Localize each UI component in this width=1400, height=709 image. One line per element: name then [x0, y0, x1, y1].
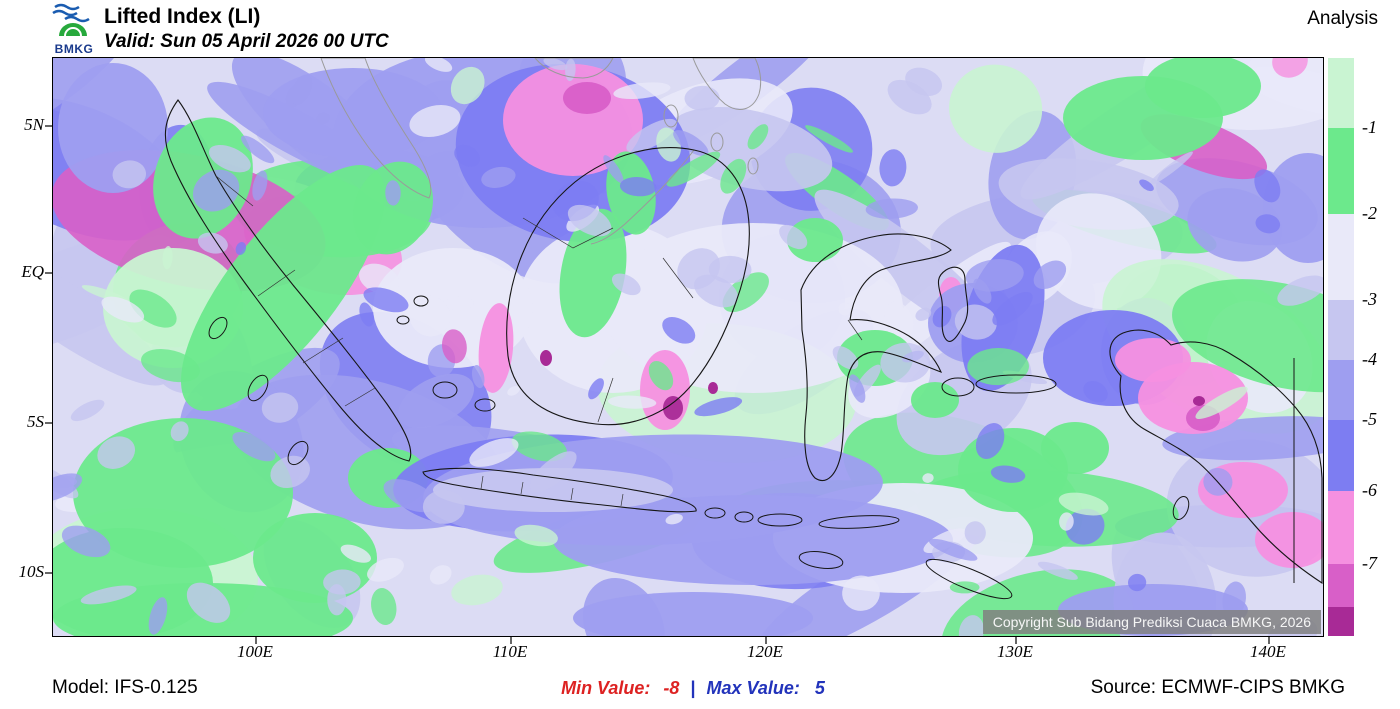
colorbar-label: -6	[1362, 480, 1377, 500]
divider: |	[690, 678, 696, 698]
colorbar-segment	[1328, 58, 1354, 128]
colorbar-segment	[1328, 128, 1354, 214]
min-max-summary: Min Value: -8 | Max Value: 5	[561, 678, 825, 699]
lon-label: 110E	[492, 642, 528, 661]
colorbar-segment	[1328, 214, 1354, 300]
colorbar-label: -4	[1362, 349, 1377, 369]
model-label: Model: IFS-0.125	[52, 677, 198, 698]
page-title: Lifted Index (LI)	[104, 5, 261, 28]
lat-label: EQ	[21, 262, 44, 281]
max-value: 5	[814, 678, 825, 698]
colorbar-label: -7	[1362, 553, 1377, 573]
valid-datetime: Valid: Sun 05 April 2026 00 UTC	[104, 31, 389, 52]
lon-label: 130E	[997, 642, 1033, 661]
lat-label: 5N	[24, 115, 44, 134]
colorbar-label: -3	[1362, 289, 1377, 309]
logo-text: BMKG	[54, 42, 94, 56]
colorbar-label: -2	[1362, 203, 1377, 223]
colorbar-label: -5	[1362, 409, 1377, 429]
colorbar	[1328, 58, 1354, 636]
colorbar-segment	[1328, 564, 1354, 607]
analysis-label: Analysis	[1307, 8, 1378, 29]
colorbar-label: -1	[1362, 117, 1377, 137]
lon-label: 120E	[747, 642, 783, 661]
colorbar-segment	[1328, 360, 1354, 420]
map-frame: Copyright Sub Bidang Prediksi Cuaca BMKG…	[45, 57, 1324, 644]
source-label: Source: ECMWF-CIPS BMKG	[1090, 677, 1345, 698]
lat-label: 10S	[18, 562, 45, 581]
bmkg-logo: BMKG	[46, 2, 102, 55]
max-label: Max Value:	[706, 678, 800, 698]
colorbar-segment	[1328, 420, 1354, 491]
colorbar-segment	[1328, 607, 1354, 636]
lat-label: 5S	[27, 412, 44, 431]
lon-label: 140E	[1250, 642, 1286, 661]
colorbar-segment	[1328, 491, 1354, 564]
logo-waves-icon	[51, 3, 97, 42]
min-value: -8	[663, 678, 680, 698]
map-svg	[45, 58, 1323, 644]
copyright-badge: Copyright Sub Bidang Prediksi Cuaca BMKG…	[982, 610, 1321, 634]
lon-label: 100E	[237, 642, 273, 661]
colorbar-segment	[1328, 300, 1354, 360]
min-label: Min Value:	[561, 678, 651, 698]
